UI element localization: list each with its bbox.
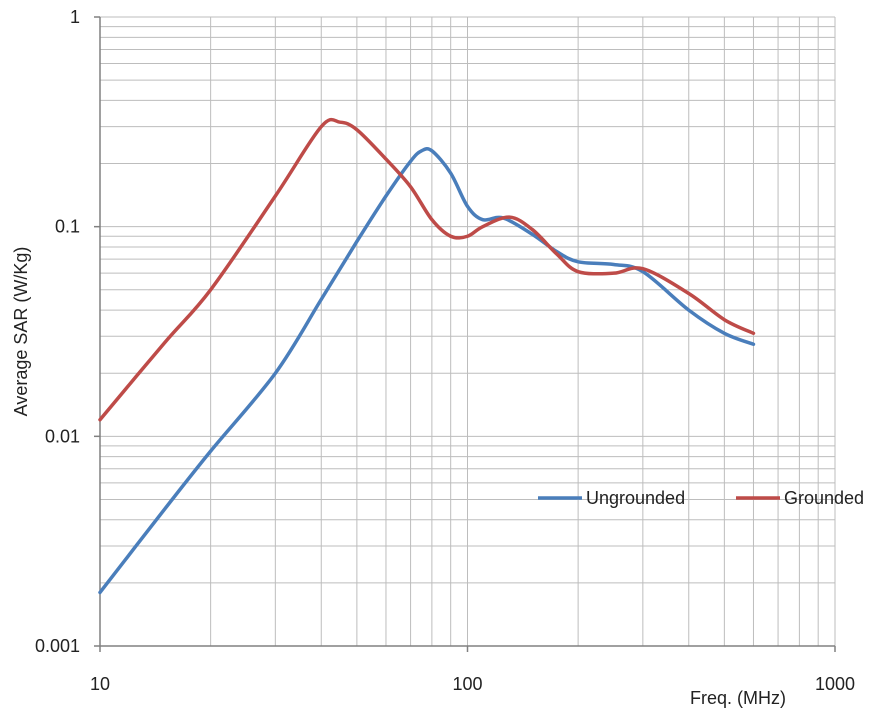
grid (99, 16, 836, 647)
legend: Ungrounded Grounded (538, 488, 864, 508)
y-tick-label: 0.1 (55, 217, 80, 237)
axes (94, 16, 836, 652)
x-axis-title: Freq. (MHz) (690, 688, 786, 708)
y-tick-label: 0.01 (45, 426, 80, 446)
x-tick-label: 10 (90, 674, 110, 694)
tick-labels: 0.001 0.01 0.1 1 10 100 1000 (35, 7, 855, 694)
series-line-ungrounded (98, 146, 756, 595)
legend-label-ungrounded: Ungrounded (586, 488, 685, 508)
x-tick-label: 1000 (815, 674, 855, 694)
legend-label-grounded: Grounded (784, 488, 864, 508)
y-axis-title: Average SAR (W/Kg) (11, 247, 31, 417)
series-line-grounded (98, 117, 756, 422)
y-tick-label: 0.001 (35, 636, 80, 656)
y-tick-label: 1 (70, 7, 80, 27)
series-lines (98, 117, 756, 595)
x-tick-label: 100 (452, 674, 482, 694)
